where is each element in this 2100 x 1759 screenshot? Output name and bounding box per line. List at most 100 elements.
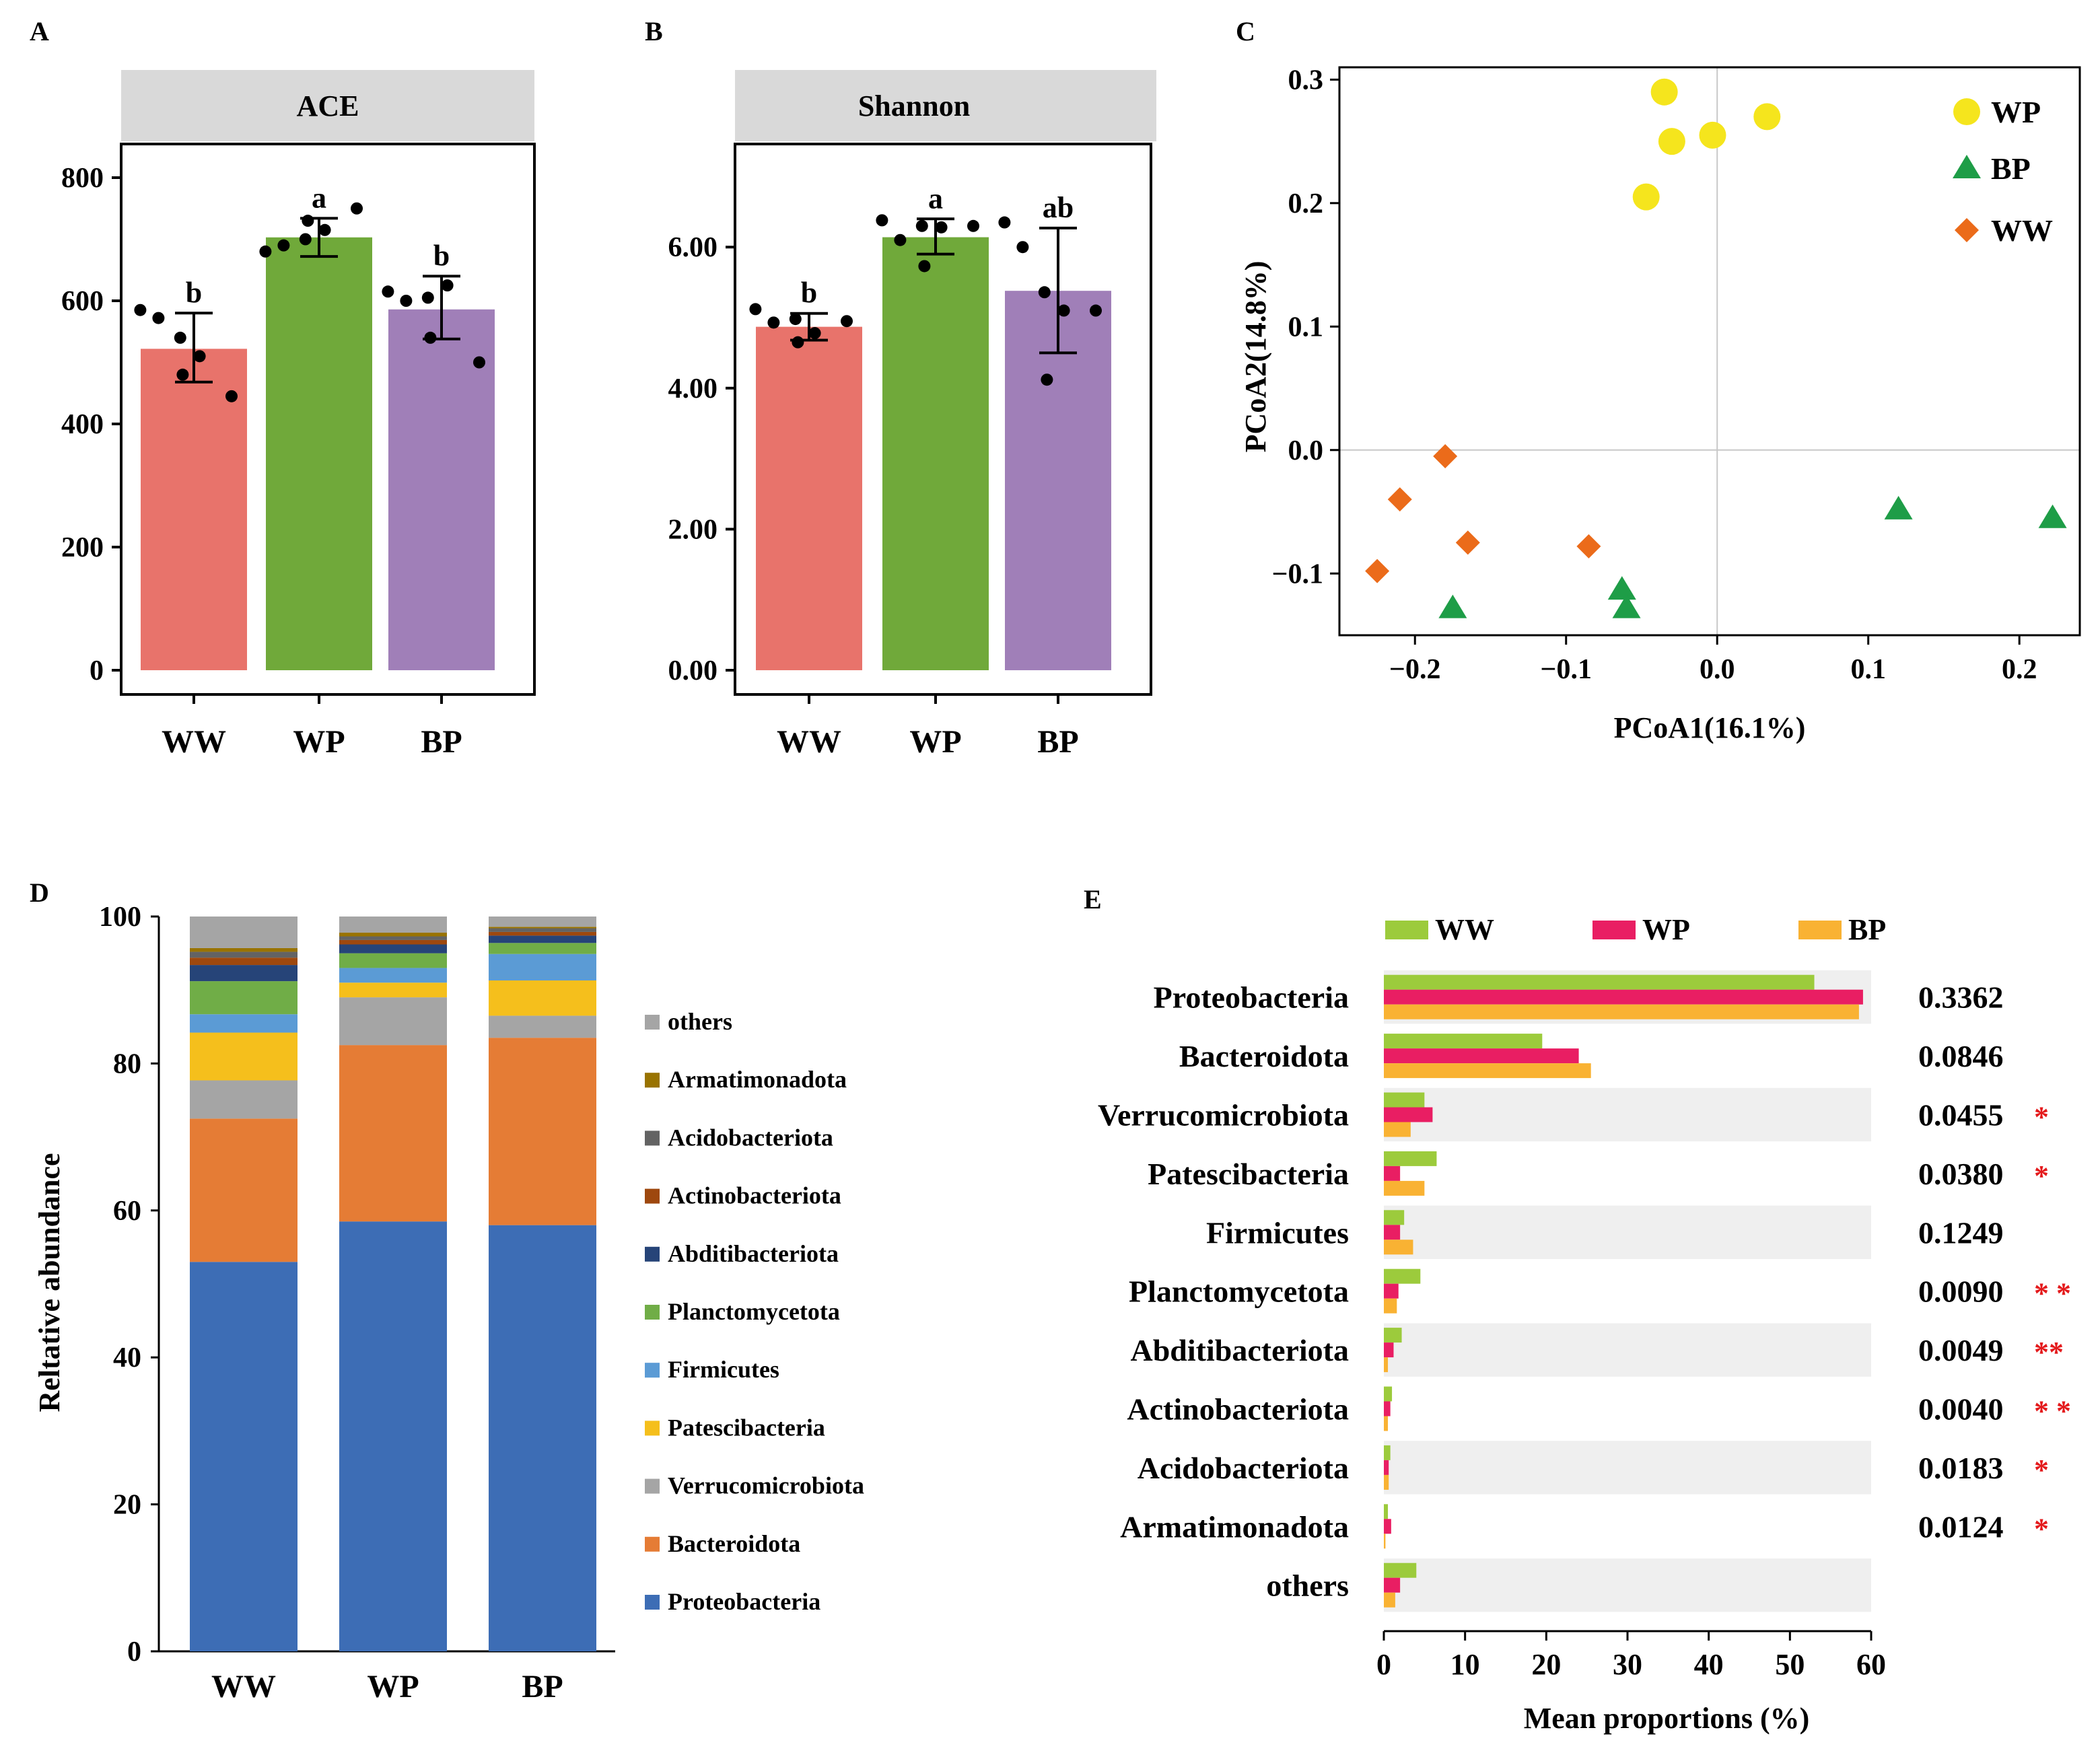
x-tick-label: 30 — [1613, 1648, 1642, 1681]
p-value: 0.0380 — [1918, 1157, 2004, 1191]
y-tick-label: 800 — [61, 163, 104, 194]
data-point — [302, 215, 314, 227]
bar-ww-abditibacteriota — [1384, 1328, 1402, 1343]
legend-label: Planctomycetota — [668, 1298, 840, 1325]
bar-bp-patescibacteria — [1384, 1180, 1425, 1196]
point-wp — [1658, 128, 1685, 155]
segment-firmicutes-ww — [190, 1014, 298, 1033]
legend-label: Verrucomicrobiota — [668, 1472, 864, 1499]
p-value: 0.0846 — [1918, 1039, 2004, 1073]
panel-label-d: D — [30, 877, 49, 908]
legend-label: Armatimonadota — [668, 1066, 847, 1093]
data-point — [318, 223, 331, 236]
data-point — [299, 233, 312, 246]
category-label: Armatimonadota — [1120, 1509, 1349, 1544]
segment-verrucomicrobiota-bp — [489, 1015, 596, 1038]
y-tick-label: 400 — [61, 409, 104, 440]
x-tick-label: 10 — [1450, 1648, 1480, 1681]
segment-patescibacteria-wp — [339, 982, 447, 998]
legend-swatch-bacteroidota — [645, 1536, 660, 1552]
data-point — [915, 219, 928, 232]
panel-d-ylabel: Reltative abundance — [33, 1153, 66, 1412]
bar-ww-firmicutes — [1384, 1210, 1405, 1225]
significance-stars: ** — [2034, 1336, 2064, 1369]
point-ww — [1387, 487, 1412, 512]
y-tick-label: 600 — [61, 286, 104, 317]
data-point — [277, 239, 290, 252]
category-label: Acidobacteriota — [1138, 1451, 1349, 1485]
bar-ww-others — [1384, 1563, 1417, 1578]
data-point — [894, 234, 907, 246]
data-point — [174, 331, 186, 344]
bar-ww-patescibacteria — [1384, 1151, 1437, 1166]
data-point — [792, 336, 804, 349]
data-point — [749, 303, 762, 316]
bar-bp-others — [1384, 1592, 1395, 1608]
x-tick-label: BP — [421, 724, 462, 760]
segment-proteobacteria-bp — [489, 1225, 596, 1651]
point-wp — [1650, 78, 1678, 106]
bar-wp-actinobacteriota — [1384, 1401, 1391, 1416]
data-point — [152, 312, 165, 324]
segment-bacteroidota-bp — [489, 1038, 596, 1225]
segment-verrucomicrobiota-wp — [339, 997, 447, 1046]
legend-swatch-others — [645, 1015, 660, 1030]
bar-bp-firmicutes — [1384, 1240, 1413, 1255]
x-tick-label: 60 — [1856, 1648, 1886, 1681]
x-tick-label: WP — [367, 1669, 419, 1704]
legend-label: WP — [1642, 913, 1690, 946]
p-value: 0.0455 — [1918, 1098, 2004, 1133]
data-point — [808, 327, 821, 340]
panel-c-pcoa-chart: PCoA1(16.1%) PCoA2(14.8%) −0.2 −0.1 0.0 0.1… — [1239, 65, 2081, 744]
segment-armatimonadota-wp — [339, 933, 447, 937]
significance-stars: * — [2034, 1101, 2049, 1134]
panel-e-xlabel: Mean proportions (%) — [1524, 1702, 1810, 1735]
y-tick-label: 0.2 — [1288, 188, 1324, 219]
segment-actinobacteriota-wp — [339, 939, 447, 945]
legend-label: WW — [1991, 213, 2053, 248]
p-value: 0.0183 — [1918, 1451, 2004, 1485]
y-tick-label: 0.0 — [1288, 435, 1324, 466]
x-tick-label: WP — [909, 724, 961, 760]
data-point — [789, 313, 802, 326]
segment-proteobacteria-ww — [190, 1262, 298, 1651]
panel-a-ace-chart: ACE 0 200 400 600 800 b WW a WP b BP — [61, 70, 536, 760]
panel-a-strip — [121, 70, 534, 141]
bar-wp-armatimonadota — [1384, 1519, 1391, 1534]
category-label: others — [1266, 1569, 1349, 1603]
segment-planctomycetota-bp — [489, 943, 596, 954]
bar-wp-verrucomicrobiota — [1384, 1107, 1433, 1122]
x-tick-label: WW — [162, 724, 226, 760]
panel-a-frame — [120, 143, 536, 696]
bar-ww-verrucomicrobiota — [1384, 1092, 1425, 1108]
segment-verrucomicrobiota-ww — [190, 1080, 298, 1119]
segment-planctomycetota-ww — [190, 981, 298, 1015]
segment-bacteroidota-ww — [190, 1118, 298, 1262]
bar-ww-acidobacteriota — [1384, 1445, 1391, 1460]
bar-bp-actinobacteriota — [1384, 1416, 1389, 1431]
y-tick-label: 0.00 — [668, 655, 718, 686]
legend-label: Proteobacteria — [668, 1588, 820, 1615]
legend-swatch-proteobacteria — [645, 1595, 660, 1610]
y-tick-label: 0 — [90, 655, 104, 686]
panel-a-title: ACE — [297, 89, 359, 122]
bar-wp-planctomycetota — [1384, 1283, 1399, 1299]
category-label: Planctomycetota — [1129, 1275, 1349, 1309]
panel-b-title: Shannon — [858, 89, 970, 122]
p-value: 0.0124 — [1918, 1509, 2004, 1544]
row-band — [1384, 1323, 1871, 1377]
point-bp — [1607, 576, 1636, 600]
significance-stars: * * — [2034, 1395, 2071, 1428]
point-bp — [2038, 504, 2067, 528]
data-point — [967, 219, 979, 232]
data-point — [918, 260, 931, 273]
legend-marker-wp — [1953, 98, 1980, 125]
significance-stars: * — [2034, 1512, 2049, 1545]
data-point — [473, 356, 485, 369]
data-point — [1090, 304, 1102, 317]
legend-label: Actinobacteriota — [668, 1182, 841, 1209]
p-value: 0.0040 — [1918, 1392, 2004, 1427]
data-point — [134, 303, 147, 316]
bar-bp-armatimonadota — [1384, 1534, 1386, 1549]
x-tick-label: WP — [293, 724, 345, 760]
